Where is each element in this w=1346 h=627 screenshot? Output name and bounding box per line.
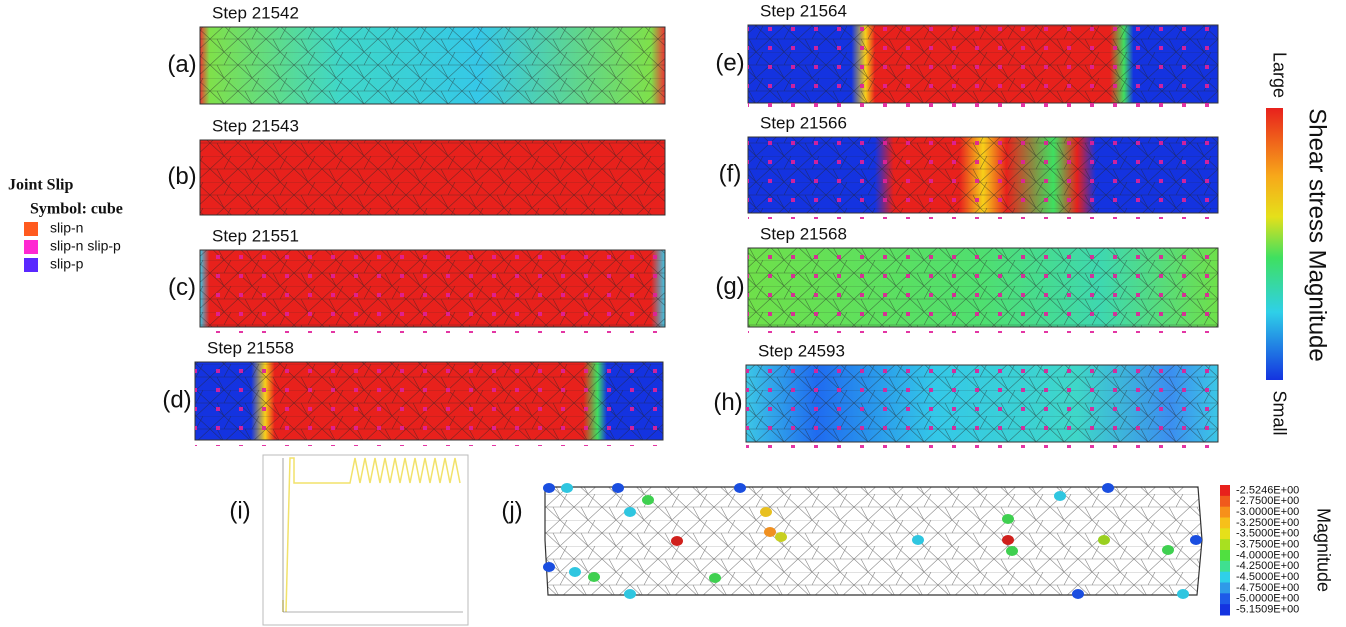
panel-label: (h) [713,389,742,416]
panel-label: (b) [167,163,196,190]
joint-markers [748,129,1218,219]
panel-label: (f) [719,160,742,187]
mesh-overlay [200,140,665,215]
sphere [912,535,924,545]
sphere [734,483,746,493]
joint-markers [746,357,1218,448]
legend-swatch [24,258,38,272]
sphere [1006,546,1018,556]
step-label: Step 21568 [760,224,847,243]
panel-label: (j) [501,497,522,524]
sphere [588,572,600,582]
magnitude-swatch [1220,496,1230,507]
page: {"legend": {"title": "Joint Slip", "subt… [0,0,1346,627]
shear-colorbar [1266,108,1283,380]
step-label: Step 21542 [212,3,299,22]
step-label: Step 21564 [760,1,847,20]
sphere [764,527,776,537]
sphere [569,567,581,577]
panel-label: (c) [168,274,196,301]
mesh-overlay [200,27,665,104]
sphere [671,536,683,546]
legend-swatch [24,222,38,236]
sphere [775,532,787,542]
magnitude-swatch [1220,550,1230,561]
sphere [1162,545,1174,555]
step-label: Step 21558 [207,338,294,357]
sphere [1002,514,1014,524]
sphere [709,573,721,583]
sphere [624,507,636,517]
sphere [1098,535,1110,545]
panel-label: (g) [715,273,744,300]
panel-label: (a) [167,51,196,78]
sphere [1102,483,1114,493]
magnitude-title: Magnitude [1313,508,1333,592]
step-label: Step 21543 [212,116,299,135]
colorbar-title: Shear stress Magnitude [1304,108,1331,361]
sphere [642,495,654,505]
sphere [1002,535,1014,545]
joint-markers [748,17,1218,109]
joint-markers [195,354,663,446]
panel-label: (e) [715,49,744,76]
figure: Joint Slip Symbol: cube slip-n slip-n sli… [0,0,1346,627]
sphere [1177,589,1189,599]
sphere [612,483,624,493]
sphere [543,562,555,572]
magnitude-swatch [1220,604,1230,615]
sphere [1072,589,1084,599]
magnitude-swatch [1220,583,1230,594]
legend-title: Joint Slip [8,177,73,194]
legend-label: slip-n slip-p [50,238,121,254]
magnitude-swatch [1220,593,1230,604]
panel-label: (i) [229,497,250,524]
legend: Joint Slip Symbol: cube slip-n slip-n sli… [8,177,123,272]
sphere [543,483,555,493]
magnitude-swatch [1220,485,1230,496]
magnitude-swatch [1220,561,1230,572]
magnitude-swatch [1220,539,1230,550]
joint-markers [200,242,665,333]
magnitude-swatch [1220,572,1230,583]
legend-swatch [24,240,38,254]
sphere [1190,535,1202,545]
step-label: Step 24593 [758,341,845,360]
colorbar-bottom: Small [1269,390,1289,435]
magnitude-swatch [1220,507,1230,518]
step-label: Step 21551 [212,226,299,245]
legend-label: slip-p [50,256,84,272]
sphere [561,483,573,493]
joint-markers [748,240,1218,333]
step-label: Step 21566 [760,113,847,132]
panel-label: (d) [162,386,191,413]
legend-subtitle: Symbol: cube [30,201,123,218]
sphere [624,589,636,599]
sphere [1054,491,1066,501]
magnitude-label: -5.1509E+00 [1236,603,1299,615]
magnitude-swatch [1220,518,1230,529]
magnitude-swatch [1220,528,1230,539]
colorbar-top: Large [1269,52,1289,98]
legend-label: slip-n [50,220,83,236]
sphere [760,507,772,517]
